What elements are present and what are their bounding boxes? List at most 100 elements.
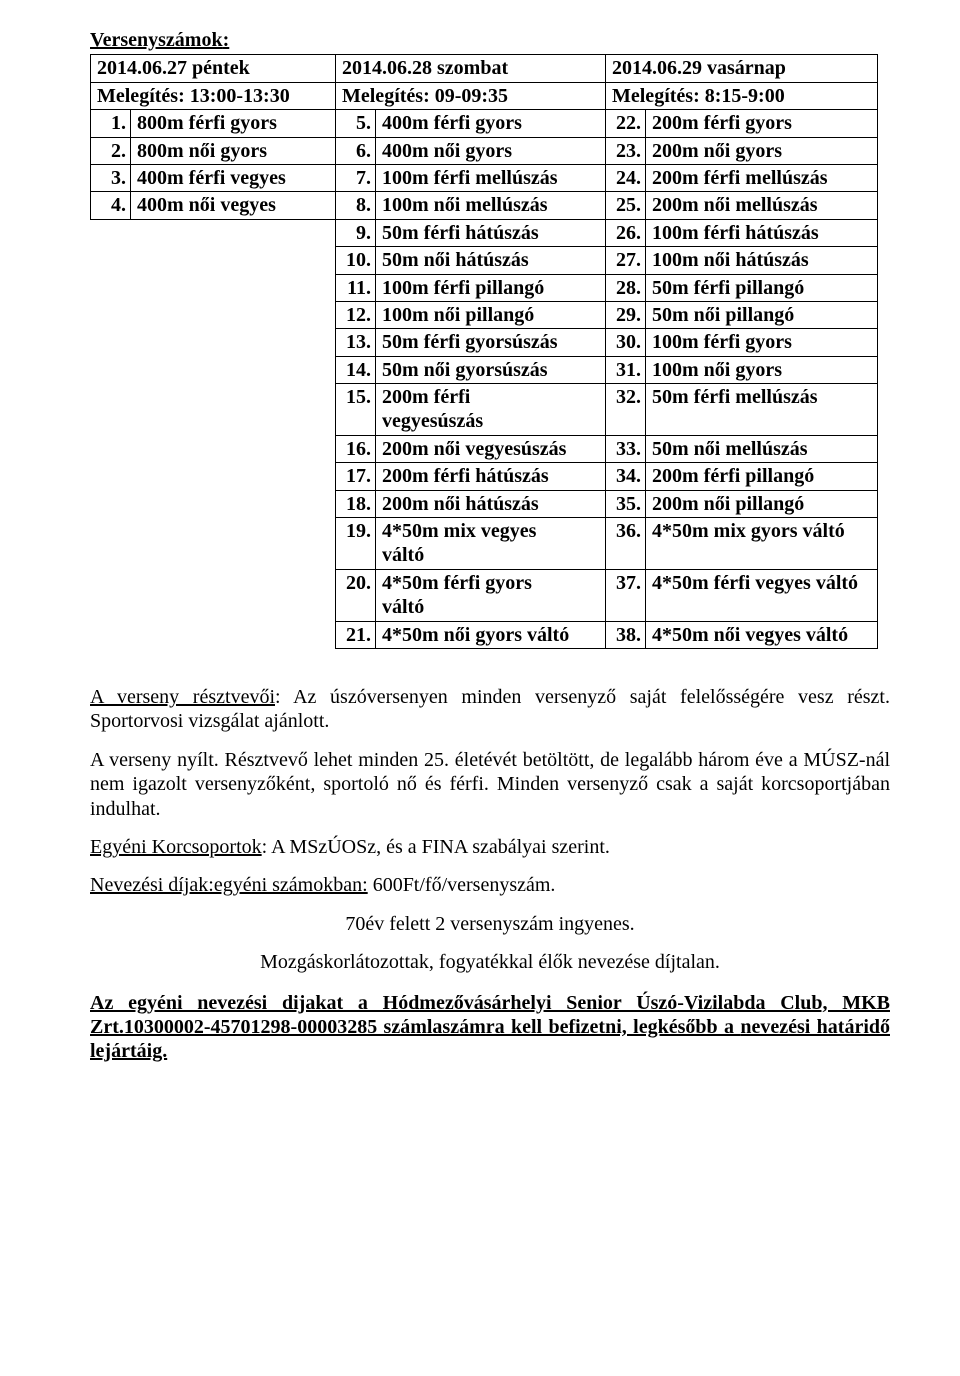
table-row: 3.400m férfi vegyes7.100m férfi mellúszá… (91, 164, 878, 191)
event-a (131, 329, 336, 356)
paragraph-disabled: Mozgáskorlátozottak, fogyatékkal élők ne… (90, 950, 890, 974)
event-c: 200m férfi pillangó (646, 463, 878, 490)
num-a: 4. (91, 192, 131, 219)
event-a (131, 569, 336, 621)
table-row: 1.800m férfi gyors5.400m férfi gyors22.2… (91, 110, 878, 137)
event-a (131, 621, 336, 648)
num-c: 29. (606, 301, 646, 328)
fees-text: 600Ft/fő/versenyszám. (368, 874, 556, 896)
event-a (131, 219, 336, 246)
num-a: 3. (91, 164, 131, 191)
table-row: 19.4*50m mix vegyesváltó36.4*50m mix gyo… (91, 518, 878, 570)
event-c: 200m férfi gyors (646, 110, 878, 137)
event-a: 400m női vegyes (131, 192, 336, 219)
table-row: 15.200m férfivegyesúszás32.50m férfi mel… (91, 384, 878, 436)
payment-text-d: lejártáig. (90, 1040, 167, 1062)
num-c: 37. (606, 569, 646, 621)
table-header-dates: 2014.06.27 péntek 2014.06.28 szombat 201… (91, 55, 878, 82)
section-heading: Versenyszámok (90, 28, 890, 52)
event-b: 50m férfi gyorsúszás (376, 329, 606, 356)
event-a (131, 518, 336, 570)
num-b: 10. (336, 247, 376, 274)
num-b: 5. (336, 110, 376, 137)
num-c: 35. (606, 490, 646, 517)
num-a (91, 274, 131, 301)
event-c: 4*50m férfi vegyes váltó (646, 569, 878, 621)
num-b: 18. (336, 490, 376, 517)
num-a: 1. (91, 110, 131, 137)
table-row: 14.50m női gyorsúszás31.100m női gyors (91, 356, 878, 383)
event-b: 400m férfi gyors (376, 110, 606, 137)
num-c: 27. (606, 247, 646, 274)
num-c: 32. (606, 384, 646, 436)
warmup-col3: Melegítés: 8:15-9:00 (606, 82, 878, 109)
num-b: 13. (336, 329, 376, 356)
num-c: 23. (606, 137, 646, 164)
event-b: 400m női gyors (376, 137, 606, 164)
payment-text-b: nevezési határidő (740, 1016, 890, 1038)
num-c: 33. (606, 435, 646, 462)
event-b: 100m férfi mellúszás (376, 164, 606, 191)
table-row: 20.4*50m férfi gyorsváltó37.4*50m férfi … (91, 569, 878, 621)
num-a (91, 356, 131, 383)
num-b: 6. (336, 137, 376, 164)
num-a (91, 435, 131, 462)
num-a (91, 518, 131, 570)
paragraph-fees: Nevezési díjak:egyéni számokban: 600Ft/f… (90, 873, 890, 897)
num-a (91, 463, 131, 490)
event-b: 4*50m női gyors váltó (376, 621, 606, 648)
event-a (131, 463, 336, 490)
num-a (91, 490, 131, 517)
event-b: 4*50m mix vegyesváltó (376, 518, 606, 570)
num-c: 30. (606, 329, 646, 356)
event-c: 200m női gyors (646, 137, 878, 164)
num-a (91, 247, 131, 274)
agegroups-label: Egyéni Korcsoportok (90, 836, 262, 858)
table-row: 2.800m női gyors6.400m női gyors23.200m … (91, 137, 878, 164)
num-b: 14. (336, 356, 376, 383)
event-b: 100m női pillangó (376, 301, 606, 328)
num-a (91, 301, 131, 328)
num-c: 24. (606, 164, 646, 191)
fees-label: Nevezési díjak:egyéni számokban: (90, 874, 368, 896)
num-c: 26. (606, 219, 646, 246)
date-col3: 2014.06.29 vasárnap (606, 55, 878, 82)
paragraph-participants: A verseny résztvevői: Az úszóversenyen m… (90, 685, 890, 734)
event-b: 50m női hátúszás (376, 247, 606, 274)
event-c: 50m férfi pillangó (646, 274, 878, 301)
num-c: 36. (606, 518, 646, 570)
event-b: 200m férfivegyesúszás (376, 384, 606, 436)
num-c: 22. (606, 110, 646, 137)
warmup-col2: Melegítés: 09-09:35 (336, 82, 606, 109)
table-header-warmup: Melegítés: 13:00-13:30 Melegítés: 09-09:… (91, 82, 878, 109)
date-col2: 2014.06.28 szombat (336, 55, 606, 82)
num-b: 16. (336, 435, 376, 462)
paragraph-open: A verseny nyílt. Résztvevő lehet minden … (90, 748, 890, 821)
event-c: 100m férfi hátúszás (646, 219, 878, 246)
table-row: 16.200m női vegyesúszás33.50m női mellús… (91, 435, 878, 462)
table-row: 4.400m női vegyes8.100m női mellúszás25.… (91, 192, 878, 219)
num-b: 19. (336, 518, 376, 570)
num-b: 21. (336, 621, 376, 648)
table-row: 12.100m női pillangó29.50m női pillangó (91, 301, 878, 328)
num-c: 31. (606, 356, 646, 383)
event-a: 800m női gyors (131, 137, 336, 164)
num-a (91, 384, 131, 436)
num-b: 7. (336, 164, 376, 191)
num-c: 38. (606, 621, 646, 648)
event-c: 100m férfi gyors (646, 329, 878, 356)
table-row: 21.4*50m női gyors váltó38.4*50m női veg… (91, 621, 878, 648)
event-b: 4*50m férfi gyorsváltó (376, 569, 606, 621)
num-c: 28. (606, 274, 646, 301)
event-b: 50m női gyorsúszás (376, 356, 606, 383)
event-a (131, 301, 336, 328)
event-b: 200m női vegyesúszás (376, 435, 606, 462)
event-c: 50m női pillangó (646, 301, 878, 328)
num-c: 34. (606, 463, 646, 490)
table-row: 9.50m férfi hátúszás26.100m férfi hátúsz… (91, 219, 878, 246)
event-b: 50m férfi hátúszás (376, 219, 606, 246)
num-b: 8. (336, 192, 376, 219)
num-b: 12. (336, 301, 376, 328)
event-a: 800m férfi gyors (131, 110, 336, 137)
event-c: 100m női hátúszás (646, 247, 878, 274)
